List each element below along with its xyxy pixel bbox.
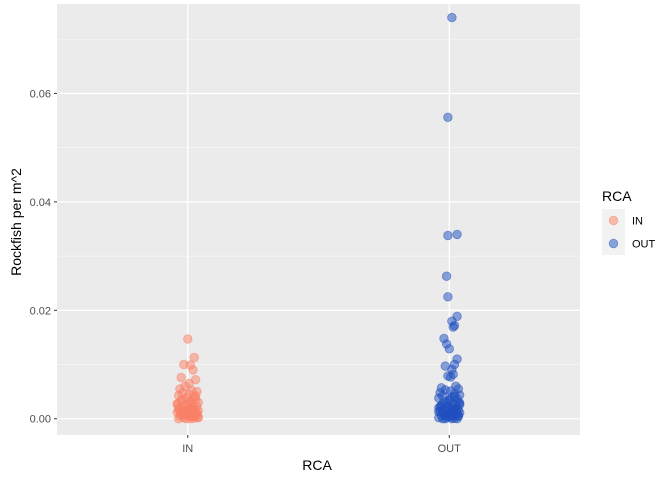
data-point-out [434,407,444,417]
data-point-out [447,410,457,421]
data-point-in [189,352,200,363]
legend-title: RCA [602,188,632,204]
data-point-in [185,397,196,407]
y-tick-label: 0.06 [30,88,51,100]
data-point-in [183,334,193,344]
data-point-in [176,372,186,383]
data-point-out [449,391,460,402]
legend-items: IN OUT [602,209,656,255]
legend-key-in [608,215,619,226]
data-point-out [443,292,453,302]
data-point-in [190,391,201,401]
legend-key-out [608,238,619,249]
y-tick-label: 0.04 [30,197,51,209]
data-point-out [444,344,455,354]
x-axis-ticks: IN OUT [182,435,461,455]
data-points [172,12,465,424]
data-point-out [455,398,465,408]
y-tick-label: 0.02 [30,305,51,317]
plot-panel [57,4,580,435]
data-point-in [193,413,203,423]
data-point-in [175,405,185,416]
data-point-out [445,372,456,382]
y-tick-label: 0.00 [30,414,51,426]
y-axis-ticks: 0.00 0.02 0.04 0.06 [30,88,57,426]
data-point-out [443,230,453,241]
data-point-out [447,12,457,23]
data-point-out [441,271,452,281]
x-tick-label: OUT [438,443,462,455]
data-point-out [452,229,462,240]
data-point-out [443,112,453,123]
y-axis-title: Rockfish per m^2 [8,168,24,276]
x-tick-label: IN [182,443,193,455]
minor-gridlines [57,38,580,365]
data-point-out [448,322,458,332]
data-point-in [179,359,189,370]
data-point-in [188,365,198,375]
legend-label-out: OUT [632,239,656,251]
legend-label-in: IN [632,216,643,228]
legend: RCA IN OUT [602,188,656,255]
x-axis-title: RCA [302,457,332,473]
